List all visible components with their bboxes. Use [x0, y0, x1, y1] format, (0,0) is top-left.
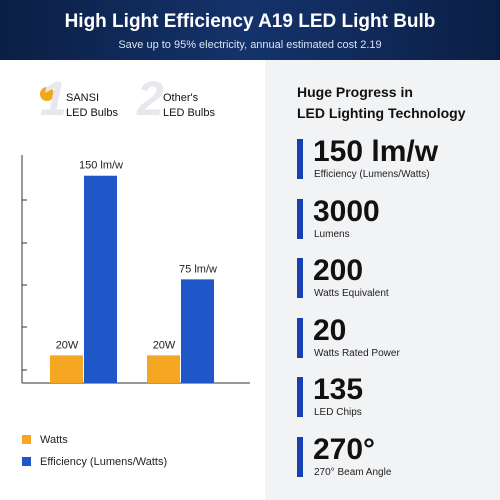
rank-mark: 2	[137, 73, 164, 126]
category-label: Other's LED Bulbs	[163, 92, 215, 119]
spec-bar	[297, 377, 303, 417]
spec-label: Watts Equivalent	[314, 288, 389, 299]
header: High Light Efficiency A19 LED Light Bulb…	[0, 0, 500, 60]
value-label: 150 lm/w	[79, 160, 123, 172]
rank-mark: 1	[40, 73, 67, 126]
spec-value: 20	[313, 313, 347, 347]
subtitle: Save up to 95% electricity, annual estim…	[118, 39, 382, 51]
spec-value: 270°	[313, 432, 376, 466]
spec-value: 3000	[313, 194, 380, 228]
bar	[181, 279, 214, 383]
spec-bar	[297, 258, 303, 298]
legend-label: Efficiency (Lumens/Watts)	[40, 456, 167, 468]
spec-label: Efficiency (Lumens/Watts)	[314, 169, 430, 180]
bar	[147, 355, 180, 383]
legend-swatch	[22, 457, 31, 466]
spec-value: 200	[313, 254, 364, 287]
bar	[84, 175, 117, 383]
spec-label: 270° Beam Angle	[314, 466, 392, 478]
spec-bar	[297, 139, 303, 179]
spec-label: LED Chips	[314, 407, 362, 418]
category-label: SANSI LED Bulbs	[66, 92, 118, 119]
spec-label: Lumens	[314, 228, 350, 240]
spec-bar	[297, 436, 303, 477]
spec-value: 150 lm/w	[313, 135, 439, 168]
legend-swatch	[22, 435, 31, 444]
spec-bar	[297, 317, 303, 358]
chart: 20W 150 lm/w 20W 75 lm/w Watts Efficiency (Lu…	[21, 155, 250, 468]
specs-title: Huge Progress in LED Lighting Technology	[297, 84, 466, 121]
value-label: 20W	[153, 339, 176, 351]
value-label: 75 lm/w	[179, 263, 217, 275]
spec-bar	[297, 198, 303, 239]
value-label: 20W	[56, 339, 79, 351]
star-icon	[40, 87, 54, 101]
specs-panel	[265, 60, 500, 500]
bar	[50, 355, 83, 383]
spec-value: 135	[313, 373, 364, 406]
legend-label: Watts	[40, 434, 68, 446]
title: High Light Efficiency A19 LED Light Bulb	[64, 11, 436, 32]
spec-label: Watts Rated Power	[314, 347, 400, 359]
